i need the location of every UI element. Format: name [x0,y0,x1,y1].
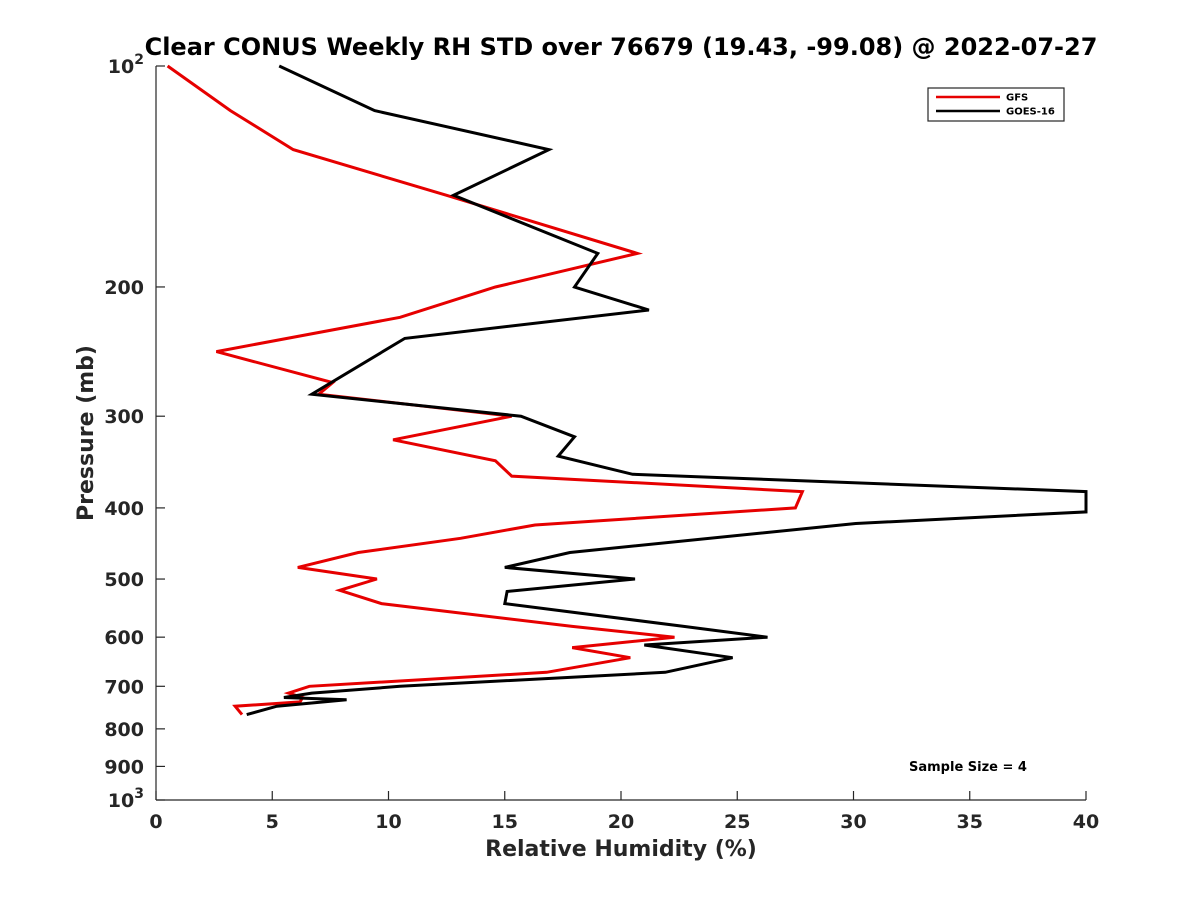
legend-box [927,87,1065,122]
x-tick-label: 30 [840,811,866,833]
y-tick-label: 700 [104,676,144,698]
legend: GFS GOES-16 [927,87,1065,122]
y-tick-label: 300 [104,406,144,428]
y-tick-label: 400 [104,498,144,520]
x-tick-label: 40 [1073,811,1099,833]
y-tick-label: 200 [104,277,144,299]
x-tick-label: 35 [957,811,983,833]
x-tick-label: 5 [266,811,279,833]
chart-title: Clear CONUS Weekly RH STD over 76679 (19… [145,33,1098,61]
series-layer [166,64,1088,717]
x-axis-label: Relative Humidity (%) [485,837,757,862]
sample-size-annotation: Sample Size = 4 [909,760,1027,775]
y-tick-label: 600 [104,627,144,649]
legend-label: GFS [1006,93,1028,104]
y-axis-label: Pressure (mb) [74,345,99,521]
x-tick-label: 20 [608,811,634,833]
series-line-gfs [166,64,805,716]
series-line-goes-16 [246,64,1088,717]
y-tick-label: 800 [104,719,144,741]
x-tick-label: 0 [149,811,162,833]
y-tick-label: 102 [108,52,144,78]
x-tick-label: 25 [724,811,750,833]
x-tick-label: 10 [375,811,401,833]
y-tick-label: 103 [108,786,144,812]
legend-label: GOES-16 [1006,107,1055,118]
y-tick-label: 900 [104,756,144,778]
y-tick-label: 500 [104,569,144,591]
x-tick-label: 15 [492,811,518,833]
axes: 0 5 10 15 20 25 30 35 40 102 200 300 400 500 600 700 800… [104,52,1099,833]
